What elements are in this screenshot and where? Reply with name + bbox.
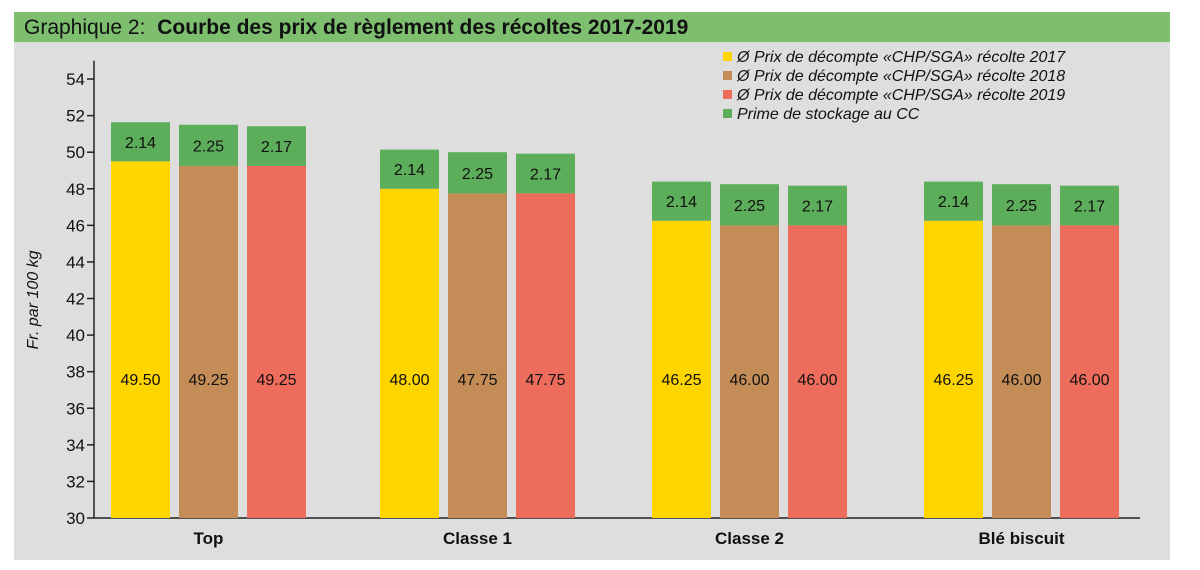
bar-premium-label: 2.14 — [125, 135, 156, 152]
y-tick-label: 36 — [66, 399, 85, 418]
bar-price — [788, 225, 847, 519]
bar-price-label: 46.00 — [797, 372, 837, 389]
y-tick-label: 54 — [66, 70, 85, 89]
y-tick-label: 40 — [66, 326, 85, 345]
bar-price-label: 46.25 — [933, 372, 973, 389]
x-category-label: Classe 1 — [443, 529, 512, 548]
bar-premium-label: 2.25 — [193, 138, 224, 155]
bar-premium — [247, 126, 306, 166]
y-tick-label: 50 — [66, 143, 85, 162]
y-axis-label: Fr. par 100 kg — [25, 250, 42, 349]
legend-swatch — [723, 90, 732, 99]
bar-price-label: 47.75 — [525, 372, 565, 389]
bar-premium — [516, 153, 575, 194]
bar-price-label: 47.75 — [457, 372, 497, 389]
bar-premium-label: 2.17 — [261, 139, 292, 156]
bar-premium-label: 2.25 — [462, 166, 493, 183]
y-tick-label: 32 — [66, 472, 85, 491]
bar-premium — [652, 181, 711, 221]
bar-premium-label: 2.17 — [1074, 199, 1105, 216]
legend-swatch — [723, 52, 732, 61]
bar-price — [720, 225, 779, 519]
bar-price — [1060, 225, 1119, 519]
bar-premium — [380, 149, 439, 189]
x-category-label: Blé biscuit — [979, 529, 1065, 548]
bar-premium-label: 2.14 — [666, 194, 697, 211]
bar-premium — [1060, 185, 1119, 226]
bar-premium-label: 2.17 — [802, 199, 833, 216]
bar-price-label: 46.25 — [661, 372, 701, 389]
bar-premium — [448, 152, 507, 194]
bar-price — [111, 161, 170, 518]
y-tick-label: 38 — [66, 363, 85, 382]
legend-label: Ø Prix de décompte «CHP/SGA» récolte 201… — [736, 49, 1066, 66]
legend-swatch — [723, 71, 732, 80]
bar-price-label: 46.00 — [1069, 372, 1109, 389]
bar-premium-label: 2.17 — [530, 167, 561, 184]
y-tick-label: 34 — [66, 436, 85, 455]
bar-price — [652, 220, 711, 518]
bar-premium — [111, 122, 170, 162]
bar-price — [992, 225, 1051, 519]
legend-label: Ø Prix de décompte «CHP/SGA» récolte 201… — [736, 68, 1065, 85]
chart-title: Graphique 2: Courbe des prix de règlemen… — [24, 16, 688, 39]
bar-price-label: 48.00 — [389, 372, 429, 389]
bar-price — [924, 220, 983, 518]
bar-premium — [788, 185, 847, 226]
bar-premium-label: 2.14 — [394, 162, 425, 179]
bar-price-label: 46.00 — [1001, 372, 1041, 389]
bar-price — [448, 193, 507, 519]
bar-premium-label: 2.25 — [734, 198, 765, 215]
bar-price-label: 46.00 — [729, 372, 769, 389]
legend-label: Ø Prix de décompte «CHP/SGA» récolte 201… — [736, 87, 1065, 104]
legend-label: Prime de stockage au CC — [737, 106, 920, 123]
title-main: Courbe des prix de règlement des récolte… — [157, 16, 688, 39]
title-bar — [14, 12, 1170, 42]
y-tick-label: 44 — [66, 253, 85, 272]
y-tick-label: 46 — [66, 216, 85, 235]
legend-swatch — [723, 109, 732, 118]
bar-premium-label: 2.14 — [938, 194, 969, 211]
x-category-label: Top — [194, 529, 224, 548]
bar-price-label: 49.25 — [188, 372, 228, 389]
bar-price — [380, 188, 439, 518]
bar-price — [516, 193, 575, 519]
bar-premium — [992, 184, 1051, 226]
bar-premium — [924, 181, 983, 221]
y-tick-label: 30 — [66, 509, 85, 528]
title-prefix: Graphique 2: — [24, 16, 145, 39]
bar-premium — [720, 184, 779, 226]
bar-price-label: 49.25 — [256, 372, 296, 389]
bar-price-label: 49.50 — [120, 372, 160, 389]
bar-price — [179, 165, 238, 519]
x-category-label: Classe 2 — [715, 529, 784, 548]
bar-premium-label: 2.25 — [1006, 198, 1037, 215]
y-tick-label: 52 — [66, 107, 85, 126]
y-tick-label: 42 — [66, 290, 85, 309]
y-tick-label: 48 — [66, 180, 85, 199]
bar-premium — [179, 124, 238, 166]
bar-price — [247, 165, 306, 519]
